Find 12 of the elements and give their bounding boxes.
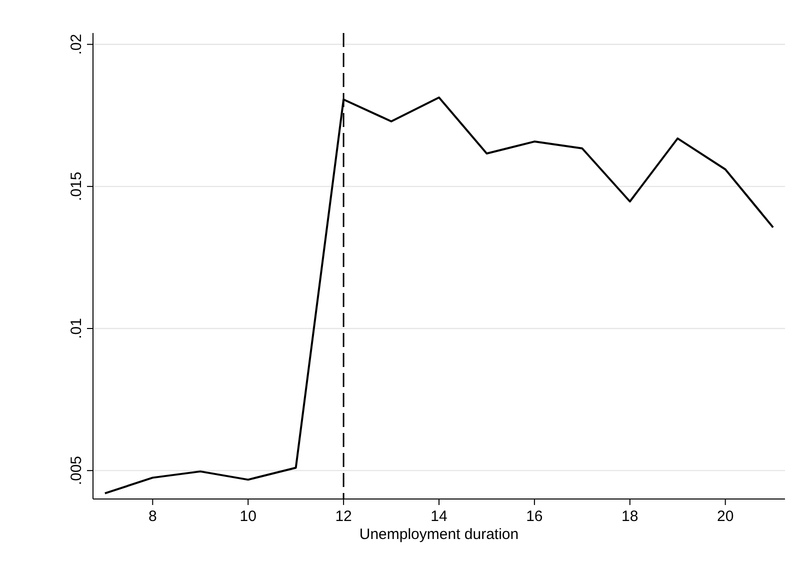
x-tick-label: 20 xyxy=(717,508,734,525)
x-tick-label: 16 xyxy=(526,508,543,525)
y-tick-label: .005 xyxy=(68,456,85,486)
x-tick-label: 10 xyxy=(240,508,256,525)
x-tick-label: 12 xyxy=(335,508,352,525)
y-tick-label: .01 xyxy=(68,318,85,339)
x-tick-label: 18 xyxy=(622,508,638,525)
x-tick-label: 8 xyxy=(148,508,157,525)
x-tick-label: 14 xyxy=(430,508,448,525)
x-axis-title: Unemployment duration xyxy=(359,526,519,543)
y-tick-label: .015 xyxy=(68,172,85,202)
y-tick-label: .02 xyxy=(68,34,85,55)
